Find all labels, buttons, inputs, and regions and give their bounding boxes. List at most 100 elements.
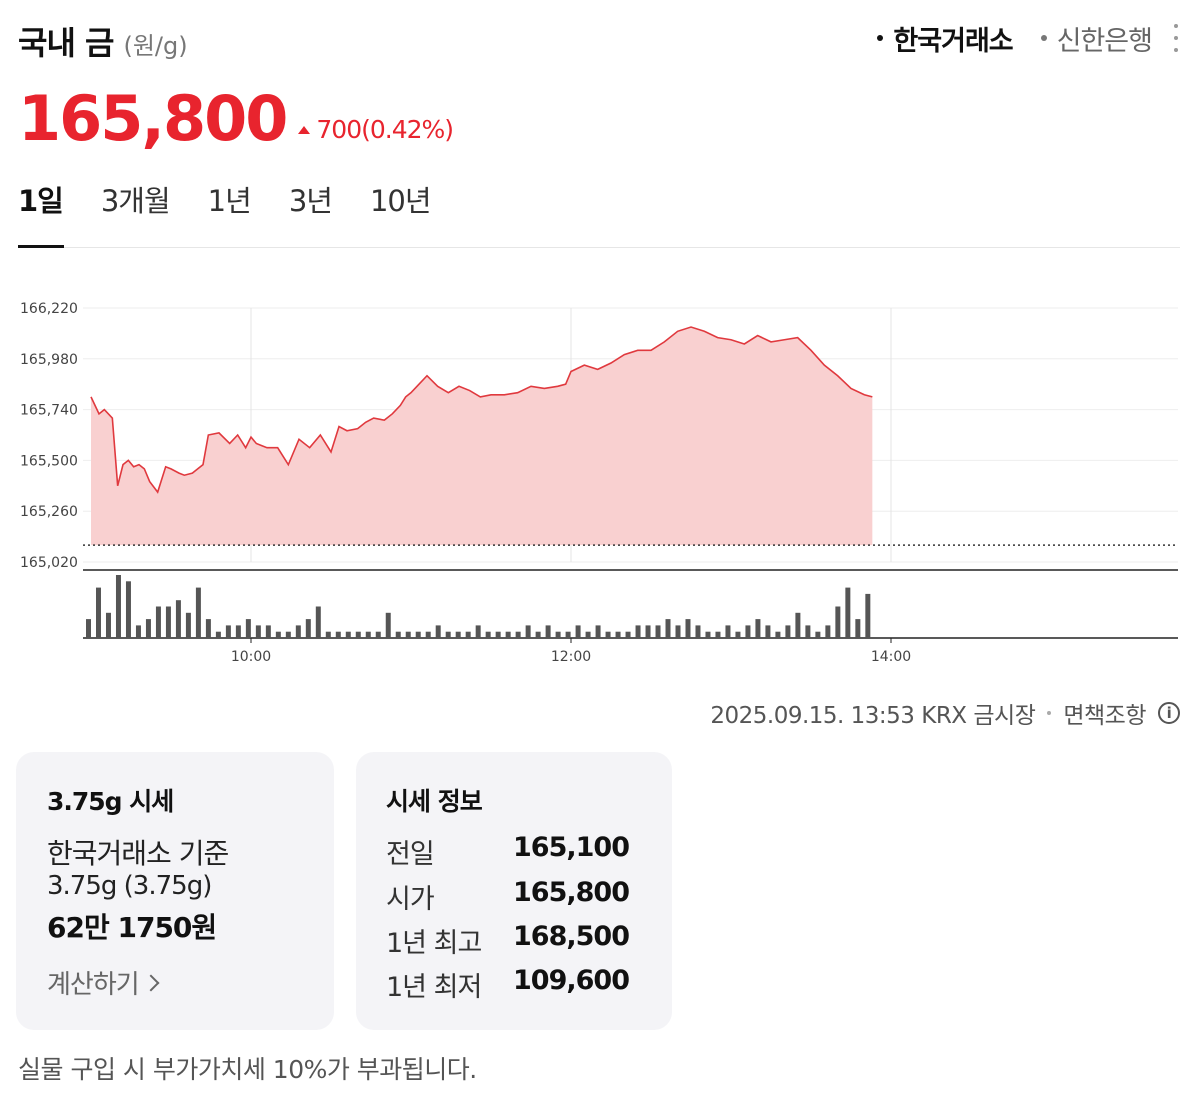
volume-bar <box>645 625 651 638</box>
volume-bar <box>365 631 371 638</box>
y-tick-label: 165,500 <box>20 453 78 469</box>
volume-bar <box>715 631 721 638</box>
info-label: 1년 최저 <box>386 972 482 1003</box>
volume-bar <box>635 625 641 638</box>
volume-bar <box>115 575 121 638</box>
basis-text: 한국거래소 기준 <box>47 837 229 870</box>
volume-bar <box>745 625 751 638</box>
volume-bar <box>565 631 571 638</box>
x-tick-label: 10:00 <box>231 649 271 665</box>
volume-bar <box>725 625 731 638</box>
volume-bar <box>785 625 791 638</box>
volume-bar <box>515 631 521 638</box>
volume-bar <box>235 625 241 638</box>
volume-bar <box>845 587 851 638</box>
amount-text: 62만 1750원 <box>47 911 217 944</box>
timestamp: 2025.09.15. 13:53 KRX 금시장 <box>710 703 1036 729</box>
volume-bar <box>685 619 691 638</box>
tab-1d[interactable]: 1일 <box>18 184 64 218</box>
more-vertical-icon[interactable] <box>1174 24 1180 52</box>
volume-bar <box>705 631 711 638</box>
volume-bar <box>215 631 221 638</box>
volume-bar <box>405 631 411 638</box>
info-label: 전일 <box>386 839 435 870</box>
volume-bar <box>435 625 441 638</box>
active-dot-icon <box>877 35 884 41</box>
price-line <box>90 326 873 494</box>
volume-bar <box>755 619 761 638</box>
price-chart[interactable]: 166,220 165,980 165,740 165,500 165,260 165,0… <box>0 280 1200 680</box>
source-tab-shinhan[interactable]: 신한은행 <box>1040 19 1153 58</box>
volume-bar <box>135 625 141 638</box>
title-row: 국내 금 (원/g) <box>18 18 188 62</box>
price-change: 700 (0.42%) <box>298 115 454 144</box>
volume-bar <box>825 625 831 638</box>
volume-bar <box>205 619 211 638</box>
volume-bar <box>585 631 591 638</box>
volume-bar <box>285 631 291 638</box>
volume-bar <box>555 631 561 638</box>
volume-bar <box>665 619 671 638</box>
active-tab-indicator <box>18 245 64 248</box>
info-row-52w-low: 1년 최저 109,600 <box>386 965 646 1004</box>
volume-bar <box>245 619 251 638</box>
volume-bar <box>345 631 351 638</box>
tab-1y[interactable]: 1년 <box>207 184 252 218</box>
volume-bar <box>775 631 781 638</box>
inactive-dot-icon <box>1040 35 1047 41</box>
volume-bar <box>445 631 451 638</box>
y-axis-labels: 166,220 165,980 165,740 165,500 165,260 165,0… <box>20 301 78 571</box>
x-axis-labels: 10:00 12:00 14:00 <box>231 638 911 665</box>
disclaimer-link[interactable]: 면책조항 <box>1063 703 1146 729</box>
tab-3m[interactable]: 3개월 <box>100 184 171 218</box>
card-title: 3.75g 시세 <box>47 787 174 816</box>
volume-bar <box>425 631 431 638</box>
volume-bar <box>815 631 821 638</box>
volume-bar <box>695 625 701 638</box>
info-icon[interactable]: i <box>1158 702 1180 724</box>
volume-bar <box>395 631 401 638</box>
info-value: 165,100 <box>513 832 630 863</box>
info-row-prev-close: 전일 165,100 <box>386 832 646 871</box>
gram-price-card: 3.75g 시세 한국거래소 기준 3.75g (3.75g) 62만 1750… <box>16 752 334 1030</box>
volume-bar <box>735 631 741 638</box>
info-value: 168,500 <box>513 921 630 952</box>
change-percent: (0.42%) <box>361 115 454 144</box>
volume-bar <box>275 631 281 638</box>
y-tick-label: 166,220 <box>20 301 78 317</box>
volume-bar <box>145 619 151 638</box>
volume-bar <box>155 606 161 638</box>
y-tick-label: 165,980 <box>20 352 78 368</box>
volume-bar <box>415 631 421 638</box>
volume-bar <box>125 581 131 638</box>
volume-bar <box>95 587 101 638</box>
volume-bar <box>325 631 331 638</box>
tab-3y[interactable]: 3년 <box>288 184 333 218</box>
source-tab-krx[interactable]: 한국거래소 <box>877 19 1014 58</box>
source-tabs: 한국거래소 신한은행 <box>849 18 1180 58</box>
source-tab-label: 한국거래소 <box>893 25 1013 57</box>
tab-10y[interactable]: 10년 <box>369 184 432 218</box>
info-row-open: 시가 165,800 <box>386 877 646 916</box>
volume-bar <box>535 631 541 638</box>
volume-bar <box>355 631 361 638</box>
page-title: 국내 금 <box>18 24 114 62</box>
calculate-label: 계산하기 <box>47 970 140 1000</box>
price-info-card: 시세 정보 전일 165,100 시가 165,800 1년 최고 168,50… <box>356 752 672 1030</box>
vat-notice: 실물 구입 시 부가가치세 10%가 부과됩니다. <box>18 1055 477 1084</box>
volume-bar <box>505 631 511 638</box>
chart-meta: 2025.09.15. 13:53 KRX 금시장 면책조항 i <box>710 696 1180 730</box>
unit-label: (원/g) <box>123 32 188 60</box>
x-tick-label: 12:00 <box>551 649 591 665</box>
volume-bar <box>255 625 261 638</box>
period-tabs: 1일 3개월 1년 3년 10년 <box>18 178 469 228</box>
volume-bar <box>375 631 381 638</box>
info-label: 1년 최고 <box>386 928 482 959</box>
volume-bar <box>455 631 461 638</box>
volume-bar <box>675 625 681 638</box>
chevron-right-icon <box>142 974 160 991</box>
volume-bar <box>765 625 771 638</box>
volume-bar <box>385 612 391 638</box>
calculate-link[interactable]: 계산하기 <box>47 964 160 1001</box>
info-value: 109,600 <box>513 965 630 996</box>
